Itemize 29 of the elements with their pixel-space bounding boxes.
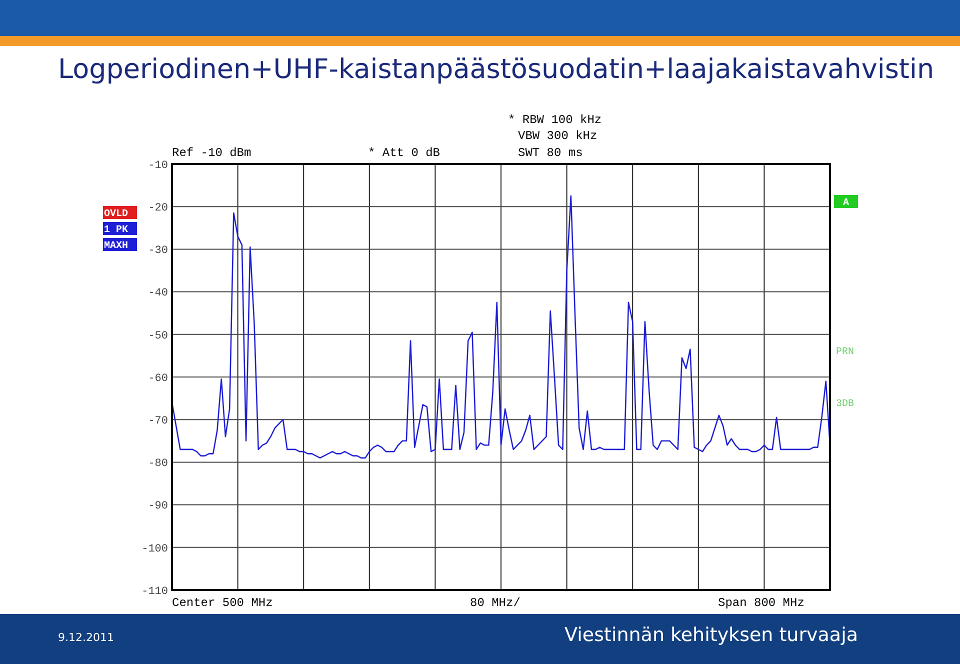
chart-title: Logperiodinen+UHF-kaistanpäästösuodatin+laajakaistavahvistin: [58, 54, 934, 85]
text: Center 500 MHz: [172, 596, 273, 610]
y-tick-label: -50: [148, 330, 168, 342]
text: 1 PK: [104, 225, 128, 236]
y-tick-label: -80: [148, 458, 168, 470]
y-tick-label: -110: [142, 586, 168, 598]
y-tick-label: -70: [148, 415, 168, 428]
text: 3DB: [836, 399, 854, 410]
text: OVLD: [104, 209, 128, 220]
y-tick-label: -60: [148, 372, 168, 385]
text: VBW 300 kHz: [518, 129, 598, 143]
text: Viestinnän kehityksen turvaaja: [564, 624, 858, 646]
text: Span 800 MHz: [718, 596, 804, 610]
y-tick-label: -40: [148, 288, 168, 300]
text: A: [842, 198, 850, 209]
text: * RBW 100 kHz: [508, 113, 602, 127]
text: Ref -10 dBm: [172, 146, 252, 160]
y-tick-label: -100: [142, 543, 168, 556]
text: PRN: [836, 347, 854, 358]
text: 80 MHz/: [470, 596, 520, 610]
y-tick-label: -30: [148, 245, 168, 258]
text: SWT 80 ms: [518, 146, 583, 160]
y-tick-label: -10: [148, 160, 168, 172]
y-tick-label: -90: [148, 500, 168, 513]
y-tick-label: -20: [148, 202, 168, 214]
text: MAXH: [104, 241, 128, 252]
text: 9.12.2011: [58, 631, 114, 644]
text: * Att 0 dB: [368, 146, 440, 160]
line-series: [171, 195, 831, 459]
